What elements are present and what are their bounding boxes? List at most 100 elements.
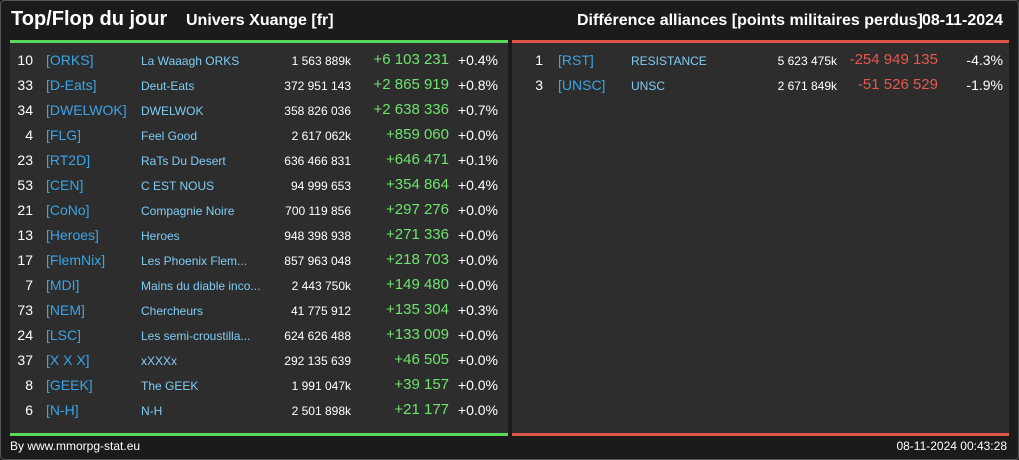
alliance-tag-link[interactable]: [MDI] — [46, 277, 80, 293]
alliance-tag-link[interactable]: [DWELWOK] — [46, 102, 127, 118]
table-row: 33 [D-Eats] Deut-Eats 372 951 143 +2 865 919… — [10, 73, 508, 98]
points-cell: 857 963 048 — [284, 254, 351, 268]
table-row: 10 [ORKS] La Waaagh ORKS 1 563 889k +6 103 2… — [10, 48, 508, 73]
alliance-name-link[interactable]: N-H — [141, 404, 163, 418]
table-row: 1 [RST] RESISTANCE 5 623 475k -254 949 135 -4… — [512, 48, 1009, 73]
alliance-name-link[interactable]: Mains du diable inco... — [141, 279, 261, 293]
delta-cell: +133 009 — [386, 326, 449, 343]
rank-cell: 17 — [17, 252, 33, 268]
alliance-tag-link[interactable]: [LSC] — [46, 327, 82, 343]
percent-cell: +0.4% — [457, 177, 498, 193]
alliance-name-link[interactable]: RaTs Du Desert — [141, 154, 226, 168]
alliance-name-link[interactable]: DWELWOK — [141, 104, 204, 118]
alliance-name-link[interactable]: Chercheurs — [141, 304, 204, 318]
flop-panel: 1 [RST] RESISTANCE 5 623 475k -254 949 135 -4… — [512, 40, 1009, 436]
table-row: 34 [DWELWOK] DWELWOK 358 826 036 +2 638 336 +… — [10, 98, 508, 123]
percent-cell: +0.0% — [457, 202, 498, 218]
alliance-tag-link[interactable]: [FLG] — [46, 127, 82, 143]
points-cell: 1 991 047k — [291, 379, 351, 393]
page-title: Top/Flop du jour — [11, 8, 168, 30]
alliance-tag-link[interactable]: [X X X] — [46, 352, 90, 368]
header: Top/Flop du jour Univers Xuange [fr] Dif… — [0, 0, 1019, 40]
alliance-tag-link[interactable]: [CEN] — [46, 177, 84, 193]
points-cell: 5 623 475k — [777, 54, 837, 68]
table-row: 7 [MDI] Mains du diable inco... 2 443 750k +… — [10, 273, 508, 298]
percent-cell: +0.0% — [457, 252, 498, 268]
percent-cell: +0.0% — [457, 377, 498, 393]
alliance-name-link[interactable]: Les semi-croustilla... — [141, 329, 251, 343]
delta-cell: +218 703 — [386, 251, 449, 268]
rank-cell: 6 — [25, 402, 33, 418]
percent-cell: -1.9% — [966, 77, 1003, 93]
points-cell: 1 563 889k — [291, 54, 351, 68]
points-cell: 372 951 143 — [284, 79, 351, 93]
alliance-name-link[interactable]: xXXXx — [141, 354, 178, 368]
alliance-name-link[interactable]: La Waaagh ORKS — [141, 54, 240, 68]
percent-cell: +0.3% — [457, 302, 498, 318]
table-row: 21 [CoNo] Compagnie Noire 700 119 856 +297 2… — [10, 198, 508, 223]
alliance-name-link[interactable]: RESISTANCE — [631, 54, 707, 68]
percent-cell: +0.7% — [457, 102, 498, 118]
table-row: 8 [GEEK] The GEEK 1 991 047k +39 157 +0.0% — [10, 373, 508, 398]
alliance-tag-link[interactable]: [RT2D] — [46, 152, 91, 168]
rank-cell: 73 — [17, 302, 33, 318]
points-cell: 2 501 898k — [291, 404, 351, 418]
alliance-tag-link[interactable]: [Heroes] — [46, 227, 99, 243]
delta-cell: +859 060 — [386, 126, 449, 143]
header-date: 08-11-2024 — [922, 12, 1003, 29]
table-row: 6 [N-H] N-H 2 501 898k +21 177 +0.0% — [10, 398, 508, 423]
top-panel: 10 [ORKS] La Waaagh ORKS 1 563 889k +6 103 2… — [10, 40, 508, 436]
alliance-name-link[interactable]: Les Phoenix Flem... — [141, 254, 248, 268]
alliance-tag-link[interactable]: [FlemNix] — [46, 252, 106, 268]
rank-cell: 21 — [17, 202, 33, 218]
table-row: 37 [X X X] xXXXx 292 135 639 +46 505 +0.0% — [10, 348, 508, 373]
table-row: 4 [FLG] Feel Good 2 617 062k +859 060 +0.0% — [10, 123, 508, 148]
percent-cell: +0.0% — [457, 352, 498, 368]
delta-cell: +21 177 — [394, 401, 449, 418]
delta-cell: -254 949 135 — [849, 51, 938, 68]
rank-cell: 23 — [17, 152, 33, 168]
footer-credit: By www.mmorpg-stat.eu — [10, 439, 141, 453]
rank-cell: 34 — [17, 102, 33, 118]
page-subtitle: Différence alliances [points militaires … — [577, 12, 923, 29]
rank-cell: 4 — [25, 127, 33, 143]
rank-cell: 37 — [17, 352, 33, 368]
rank-cell: 8 — [25, 377, 33, 393]
alliance-tag-link[interactable]: [GEEK] — [46, 377, 93, 393]
delta-cell: +2 638 336 — [373, 101, 450, 118]
percent-cell: +0.4% — [457, 52, 498, 68]
alliance-tag-link[interactable]: [D-Eats] — [46, 77, 97, 93]
alliance-tag-link[interactable]: [RST] — [558, 52, 594, 68]
alliance-tag-link[interactable]: [ORKS] — [46, 52, 94, 68]
delta-cell: +2 865 919 — [373, 76, 450, 93]
alliance-name-link[interactable]: The GEEK — [141, 379, 199, 393]
alliance-tag-link[interactable]: [NEM] — [46, 302, 85, 318]
universe-label: Univers Xuange [fr] — [186, 12, 334, 29]
delta-cell: +646 471 — [386, 151, 449, 168]
percent-cell: +0.0% — [457, 127, 498, 143]
table-row: 53 [CEN] C EST NOUS 94 999 653 +354 864 +0.4% — [10, 173, 508, 198]
table-row: 23 [RT2D] RaTs Du Desert 636 466 831 +646 47… — [10, 148, 508, 173]
alliance-name-link[interactable]: C EST NOUS — [141, 179, 215, 193]
alliance-tag-link[interactable]: [N-H] — [46, 402, 79, 418]
points-cell: 41 775 912 — [290, 304, 351, 318]
rank-cell: 24 — [17, 327, 33, 343]
alliance-name-link[interactable]: Heroes — [141, 229, 180, 243]
alliance-tag-link[interactable]: [UNSC] — [558, 77, 606, 93]
alliance-name-link[interactable]: Feel Good — [141, 129, 198, 143]
rank-cell: 53 — [17, 177, 33, 193]
alliance-tag-link[interactable]: [CoNo] — [46, 202, 90, 218]
delta-cell: -51 526 529 — [857, 76, 938, 93]
points-cell: 624 626 488 — [284, 329, 351, 343]
points-cell: 700 119 856 — [285, 204, 351, 218]
points-cell: 292 135 639 — [284, 354, 351, 368]
alliance-name-link[interactable]: UNSC — [631, 79, 666, 93]
points-cell: 948 398 938 — [284, 229, 351, 243]
percent-cell: -4.3% — [966, 52, 1003, 68]
table-row: 3 [UNSC] UNSC 2 671 849k -51 526 529 -1.9% — [512, 73, 1009, 98]
alliance-name-link[interactable]: Deut-Eats — [141, 79, 195, 93]
rank-cell: 1 — [535, 52, 543, 68]
points-cell: 2 443 750k — [291, 279, 351, 293]
alliance-name-link[interactable]: Compagnie Noire — [141, 204, 235, 218]
percent-cell: +0.0% — [457, 227, 498, 243]
